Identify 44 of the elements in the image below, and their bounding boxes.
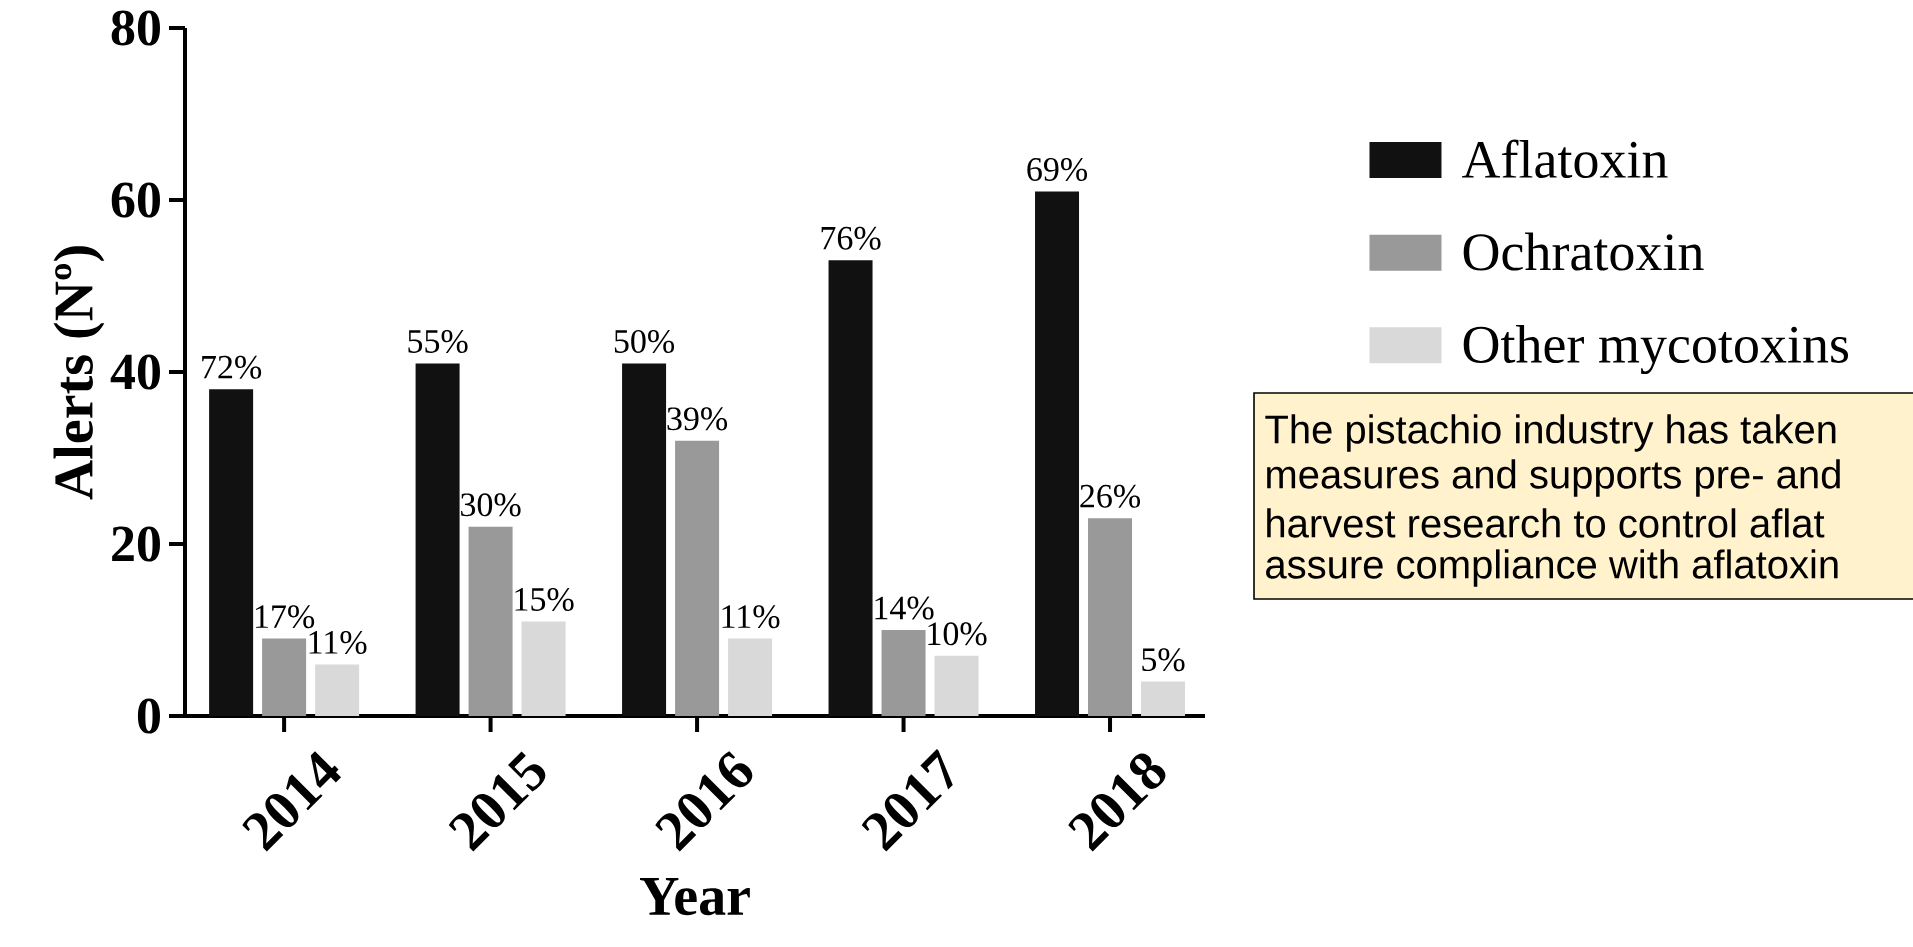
y-tick-label: 20: [112, 526, 160, 562]
bar: [521, 621, 566, 716]
annotation: 30%: [461, 493, 521, 517]
annotation: 17%: [255, 605, 315, 629]
legend-label: Other mycotoxins: [1463, 324, 1849, 375]
bar: [468, 526, 513, 716]
annotation: 11%: [309, 630, 367, 654]
y-tick-label: 0: [137, 698, 160, 734]
legend-label: Aflatoxin: [1462, 139, 1668, 179]
annotation: 15%: [515, 587, 574, 611]
y-tick-label: 40: [110, 354, 160, 390]
bar: [728, 638, 773, 716]
bar: [1141, 681, 1186, 716]
legend-label: Ochratoxin: [1463, 232, 1704, 271]
y-axis-title: Alerts (Nº): [53, 246, 105, 500]
annotation: 5%: [1142, 648, 1185, 672]
text: assure compliance with aflatoxin: [1266, 549, 1838, 587]
annotation: 72%: [202, 355, 262, 379]
annotation: 69%: [1027, 157, 1088, 181]
bar: [622, 363, 667, 716]
annotation: 39%: [667, 407, 728, 431]
y-tick-label: 60: [111, 182, 160, 218]
bar: [315, 664, 360, 716]
annotation: 14%: [875, 596, 934, 620]
bar: [209, 389, 254, 716]
text: harvest research to control aflat: [1267, 508, 1825, 538]
annotation: 55%: [408, 329, 468, 353]
annotation: 50%: [614, 329, 675, 353]
annotation: 11%: [722, 605, 780, 629]
bar: [675, 440, 720, 716]
x-axis-title: Year: [640, 877, 750, 916]
annotation: 76%: [821, 226, 881, 250]
bar: [1088, 518, 1133, 716]
text: measures and supports pre- and: [1267, 459, 1840, 497]
y-tick-label: 80: [111, 10, 160, 46]
bar: [828, 260, 873, 716]
annotation: 10%: [928, 622, 987, 646]
annotation: 26%: [1080, 484, 1141, 508]
bar: [1035, 191, 1080, 716]
bar: [934, 655, 979, 716]
bar: [262, 638, 307, 716]
text: The pistachio industry has taken: [1265, 414, 1836, 452]
bar: [415, 363, 460, 716]
bar: [881, 630, 926, 716]
